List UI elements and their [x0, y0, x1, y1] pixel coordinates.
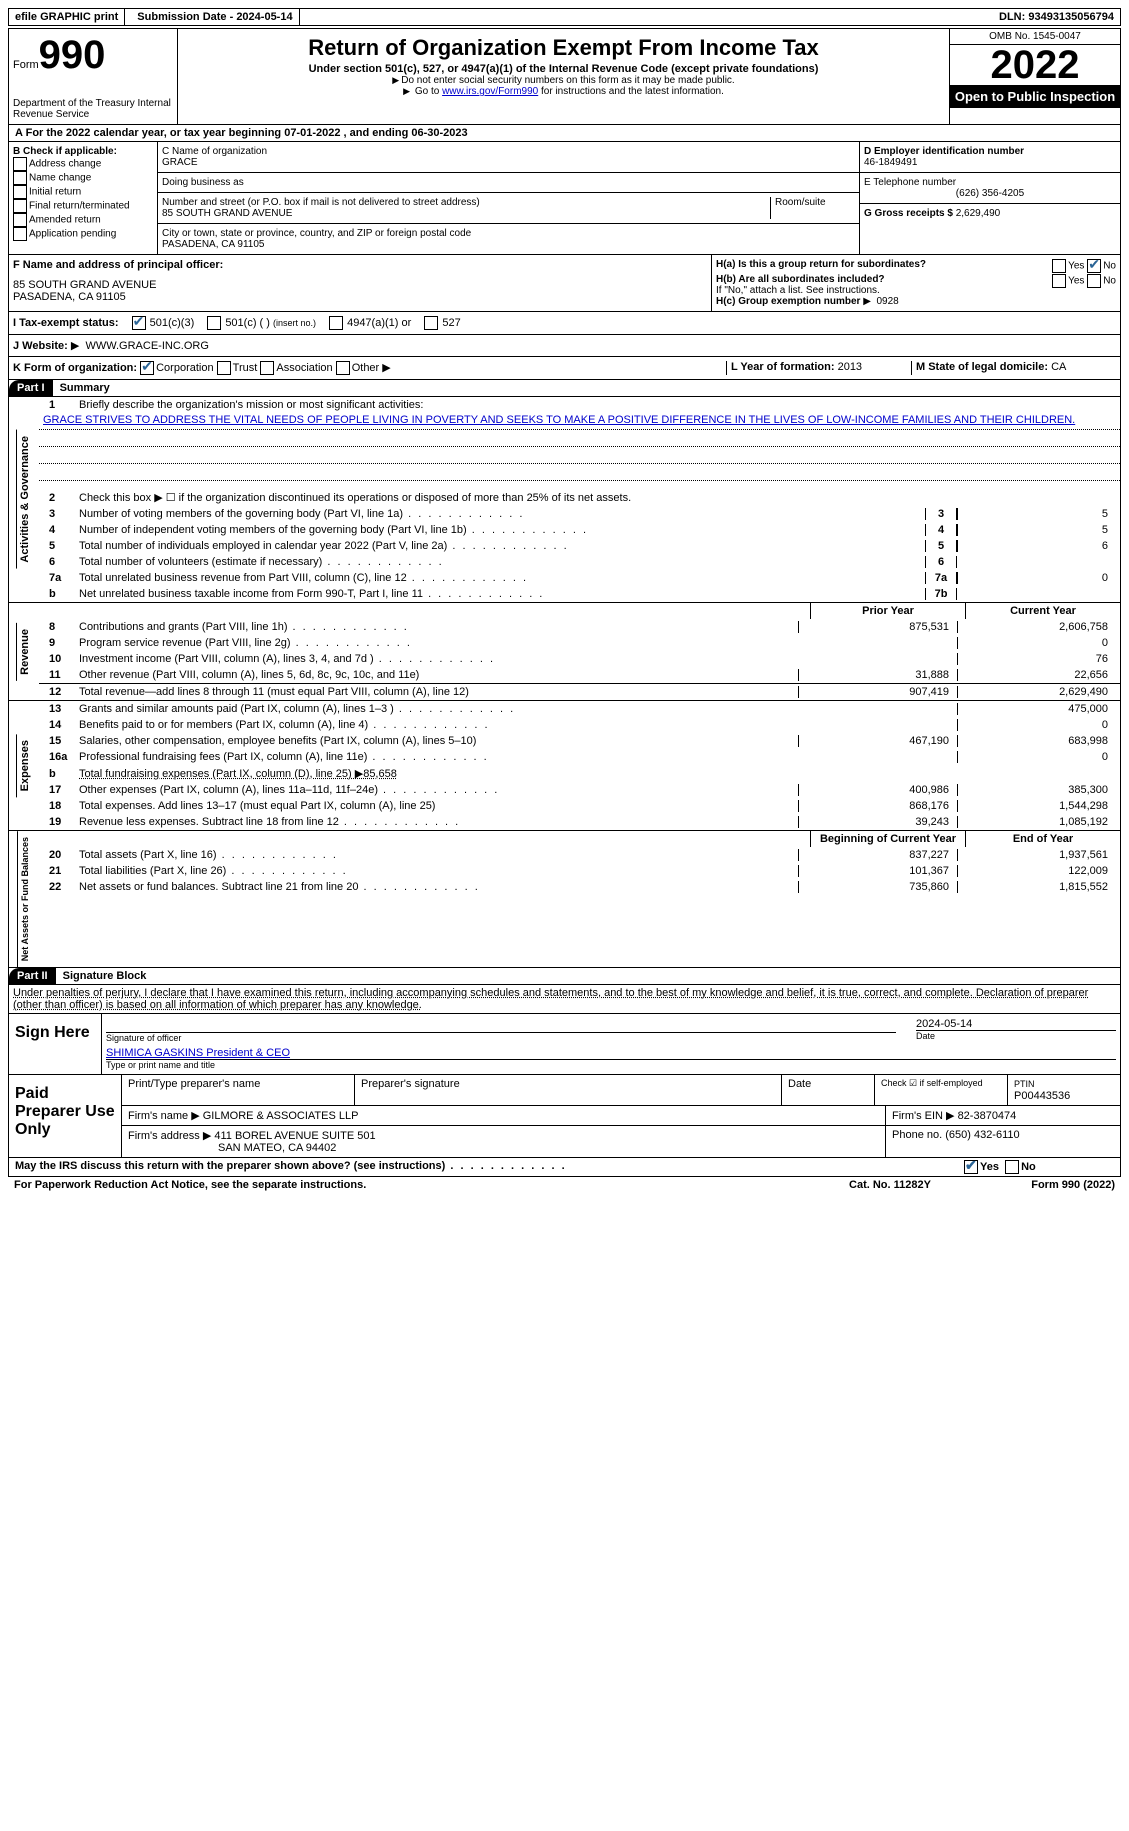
form-header: Form990 Department of the Treasury Inter… [8, 28, 1121, 125]
group-exemption: 0928 [876, 296, 898, 307]
topbar: efile GRAPHIC print Submission Date - 20… [8, 8, 1121, 26]
name-label: C Name of organization [162, 146, 855, 157]
mission-text: GRACE STRIVES TO ADDRESS THE VITAL NEEDS… [39, 413, 1120, 430]
officer-name: SHIMICA GASKINS President & CEO [106, 1047, 1116, 1059]
city-state-zip: PASADENA, CA 91105 [162, 239, 855, 250]
submission-date: Submission Date - 2024-05-14 [131, 9, 299, 25]
vert-netassets: Net Assets or Fund Balances [17, 831, 32, 967]
dln: DLN: 93493135056794 [993, 9, 1120, 25]
part1-header: Part I [9, 380, 53, 396]
tax-year: 2022 [950, 45, 1120, 85]
street-address: 85 SOUTH GRAND AVENUE [162, 208, 770, 219]
officer-addr1: 85 SOUTH GRAND AVENUE [13, 279, 707, 291]
penalty-statement: Under penalties of perjury, I declare th… [8, 985, 1121, 1014]
form-subtitle: Under section 501(c), 527, or 4947(a)(1)… [182, 63, 945, 75]
public-inspection: Open to Public Inspection [950, 85, 1120, 108]
ssn-warning: Do not enter social security numbers on … [182, 75, 945, 86]
part2-header: Part II [9, 968, 56, 984]
org-name: GRACE [162, 157, 855, 168]
form-number: 990 [39, 33, 106, 77]
efile-print[interactable]: efile GRAPHIC print [9, 9, 125, 25]
room-suite: Room/suite [771, 197, 855, 219]
gross-receipts: 2,629,490 [956, 208, 1001, 219]
paid-preparer-label: Paid Preparer Use Only [9, 1075, 121, 1157]
ein: 46-1849491 [864, 157, 1116, 168]
firm-name: GILMORE & ASSOCIATES LLP [203, 1110, 359, 1122]
form-footer: Form 990 (2022) [965, 1179, 1115, 1191]
calendar-year-row: For the 2022 calendar year, or tax year … [26, 127, 468, 139]
block-b: B Check if applicable: Address change Na… [9, 142, 158, 254]
website-url[interactable]: WWW.GRACE-INC.ORG [85, 340, 208, 352]
instructions-link-row: Go to www.irs.gov/Form990 for instructio… [182, 86, 945, 97]
vert-revenue: Revenue [16, 623, 33, 681]
vert-governance: Activities & Governance [16, 430, 33, 569]
phone-number: (626) 356-4205 [864, 188, 1116, 199]
discuss-question: May the IRS discuss this return with the… [15, 1160, 964, 1174]
form-label: Form [13, 59, 39, 71]
paperwork-notice: For Paperwork Reduction Act Notice, see … [14, 1179, 815, 1191]
irs-link[interactable]: www.irs.gov/Form990 [442, 86, 538, 97]
officer-addr2: PASADENA, CA 91105 [13, 291, 707, 303]
dba-label: Doing business as [158, 173, 859, 193]
vert-expenses: Expenses [16, 734, 33, 797]
cat-number: Cat. No. 11282Y [815, 1179, 965, 1191]
dept-treasury: Department of the Treasury Internal Reve… [13, 98, 173, 120]
sign-here-label: Sign Here [9, 1014, 102, 1074]
form-title: Return of Organization Exempt From Incom… [182, 35, 945, 61]
